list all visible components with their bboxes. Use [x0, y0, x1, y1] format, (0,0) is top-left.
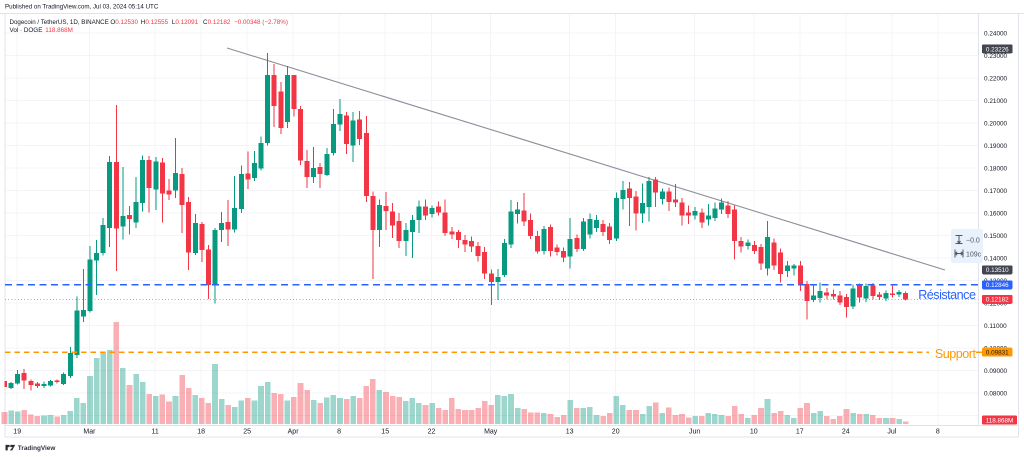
svg-text:0.18000: 0.18000: [984, 166, 1008, 173]
svg-text:H0.12555: H0.12555: [141, 19, 169, 26]
svg-text:−0.00348 (−2.78%): −0.00348 (−2.78%): [234, 19, 288, 26]
svg-text:19: 19: [13, 429, 21, 436]
svg-text:22: 22: [428, 429, 436, 436]
svg-text:0.15000: 0.15000: [984, 233, 1008, 240]
svg-text:11: 11: [151, 429, 158, 436]
svg-text:24: 24: [842, 429, 850, 436]
svg-text:−0.0: −0.0: [966, 238, 980, 245]
svg-text:Mar: Mar: [83, 429, 96, 436]
svg-text:8: 8: [936, 429, 940, 436]
svg-text:L0.12091: L0.12091: [172, 19, 199, 26]
svg-text:C0.12182: C0.12182: [203, 19, 231, 26]
svg-text:Dogecoin / TetherUS, 1D, BINAN: Dogecoin / TetherUS, 1D, BINANCE: [10, 19, 109, 26]
svg-text:0.13510: 0.13510: [986, 267, 1009, 274]
svg-text:Apr: Apr: [288, 429, 300, 436]
svg-text:18: 18: [197, 429, 205, 436]
svg-text:13: 13: [566, 429, 574, 436]
svg-text:0.12000: 0.12000: [984, 301, 1008, 308]
svg-text:0.23000: 0.23000: [984, 53, 1008, 60]
svg-text:Jul: Jul: [887, 429, 896, 436]
svg-text:0.11000: 0.11000: [984, 323, 1007, 330]
svg-text:0.08000: 0.08000: [984, 391, 1008, 398]
svg-text:May: May: [484, 429, 498, 436]
svg-text:Published on TradingView.com,: Published on TradingView.com, Jul 03, 20…: [5, 4, 159, 11]
svg-text:118.868M: 118.868M: [45, 27, 73, 34]
svg-text:10: 10: [750, 429, 758, 436]
svg-text:0.19000: 0.19000: [984, 143, 1008, 150]
svg-text:0.12846: 0.12846: [986, 282, 1009, 289]
svg-text:25: 25: [243, 429, 251, 436]
svg-text:Jun: Jun: [689, 429, 700, 436]
svg-text:0.22000: 0.22000: [984, 76, 1008, 83]
svg-text:Support: Support: [935, 347, 977, 361]
svg-text:TradingView: TradingView: [18, 445, 56, 452]
svg-text:O0.12530: O0.12530: [110, 19, 138, 26]
svg-text:0.12182: 0.12182: [986, 297, 1009, 304]
svg-text:15: 15: [381, 429, 389, 436]
svg-text:0.17000: 0.17000: [984, 188, 1008, 195]
svg-text:Résistance: Résistance: [918, 288, 976, 302]
svg-text:0.14000: 0.14000: [984, 256, 1008, 263]
svg-text:8: 8: [337, 429, 341, 436]
svg-text:0.20000: 0.20000: [984, 121, 1008, 128]
svg-text:0.09831: 0.09831: [986, 350, 1009, 357]
svg-text:Vol · DOGE: Vol · DOGE: [10, 27, 43, 34]
svg-text:0.21000: 0.21000: [984, 98, 1008, 105]
svg-text:20: 20: [612, 429, 620, 436]
svg-text:0.24000: 0.24000: [984, 31, 1008, 38]
svg-text:118.868M: 118.868M: [986, 417, 1014, 424]
svg-text:109c: 109c: [966, 252, 982, 259]
svg-text:0.16000: 0.16000: [984, 211, 1008, 218]
svg-text:0.09000: 0.09000: [984, 368, 1008, 375]
svg-text:17: 17: [796, 429, 804, 436]
svg-text:0.23226: 0.23226: [986, 46, 1009, 53]
